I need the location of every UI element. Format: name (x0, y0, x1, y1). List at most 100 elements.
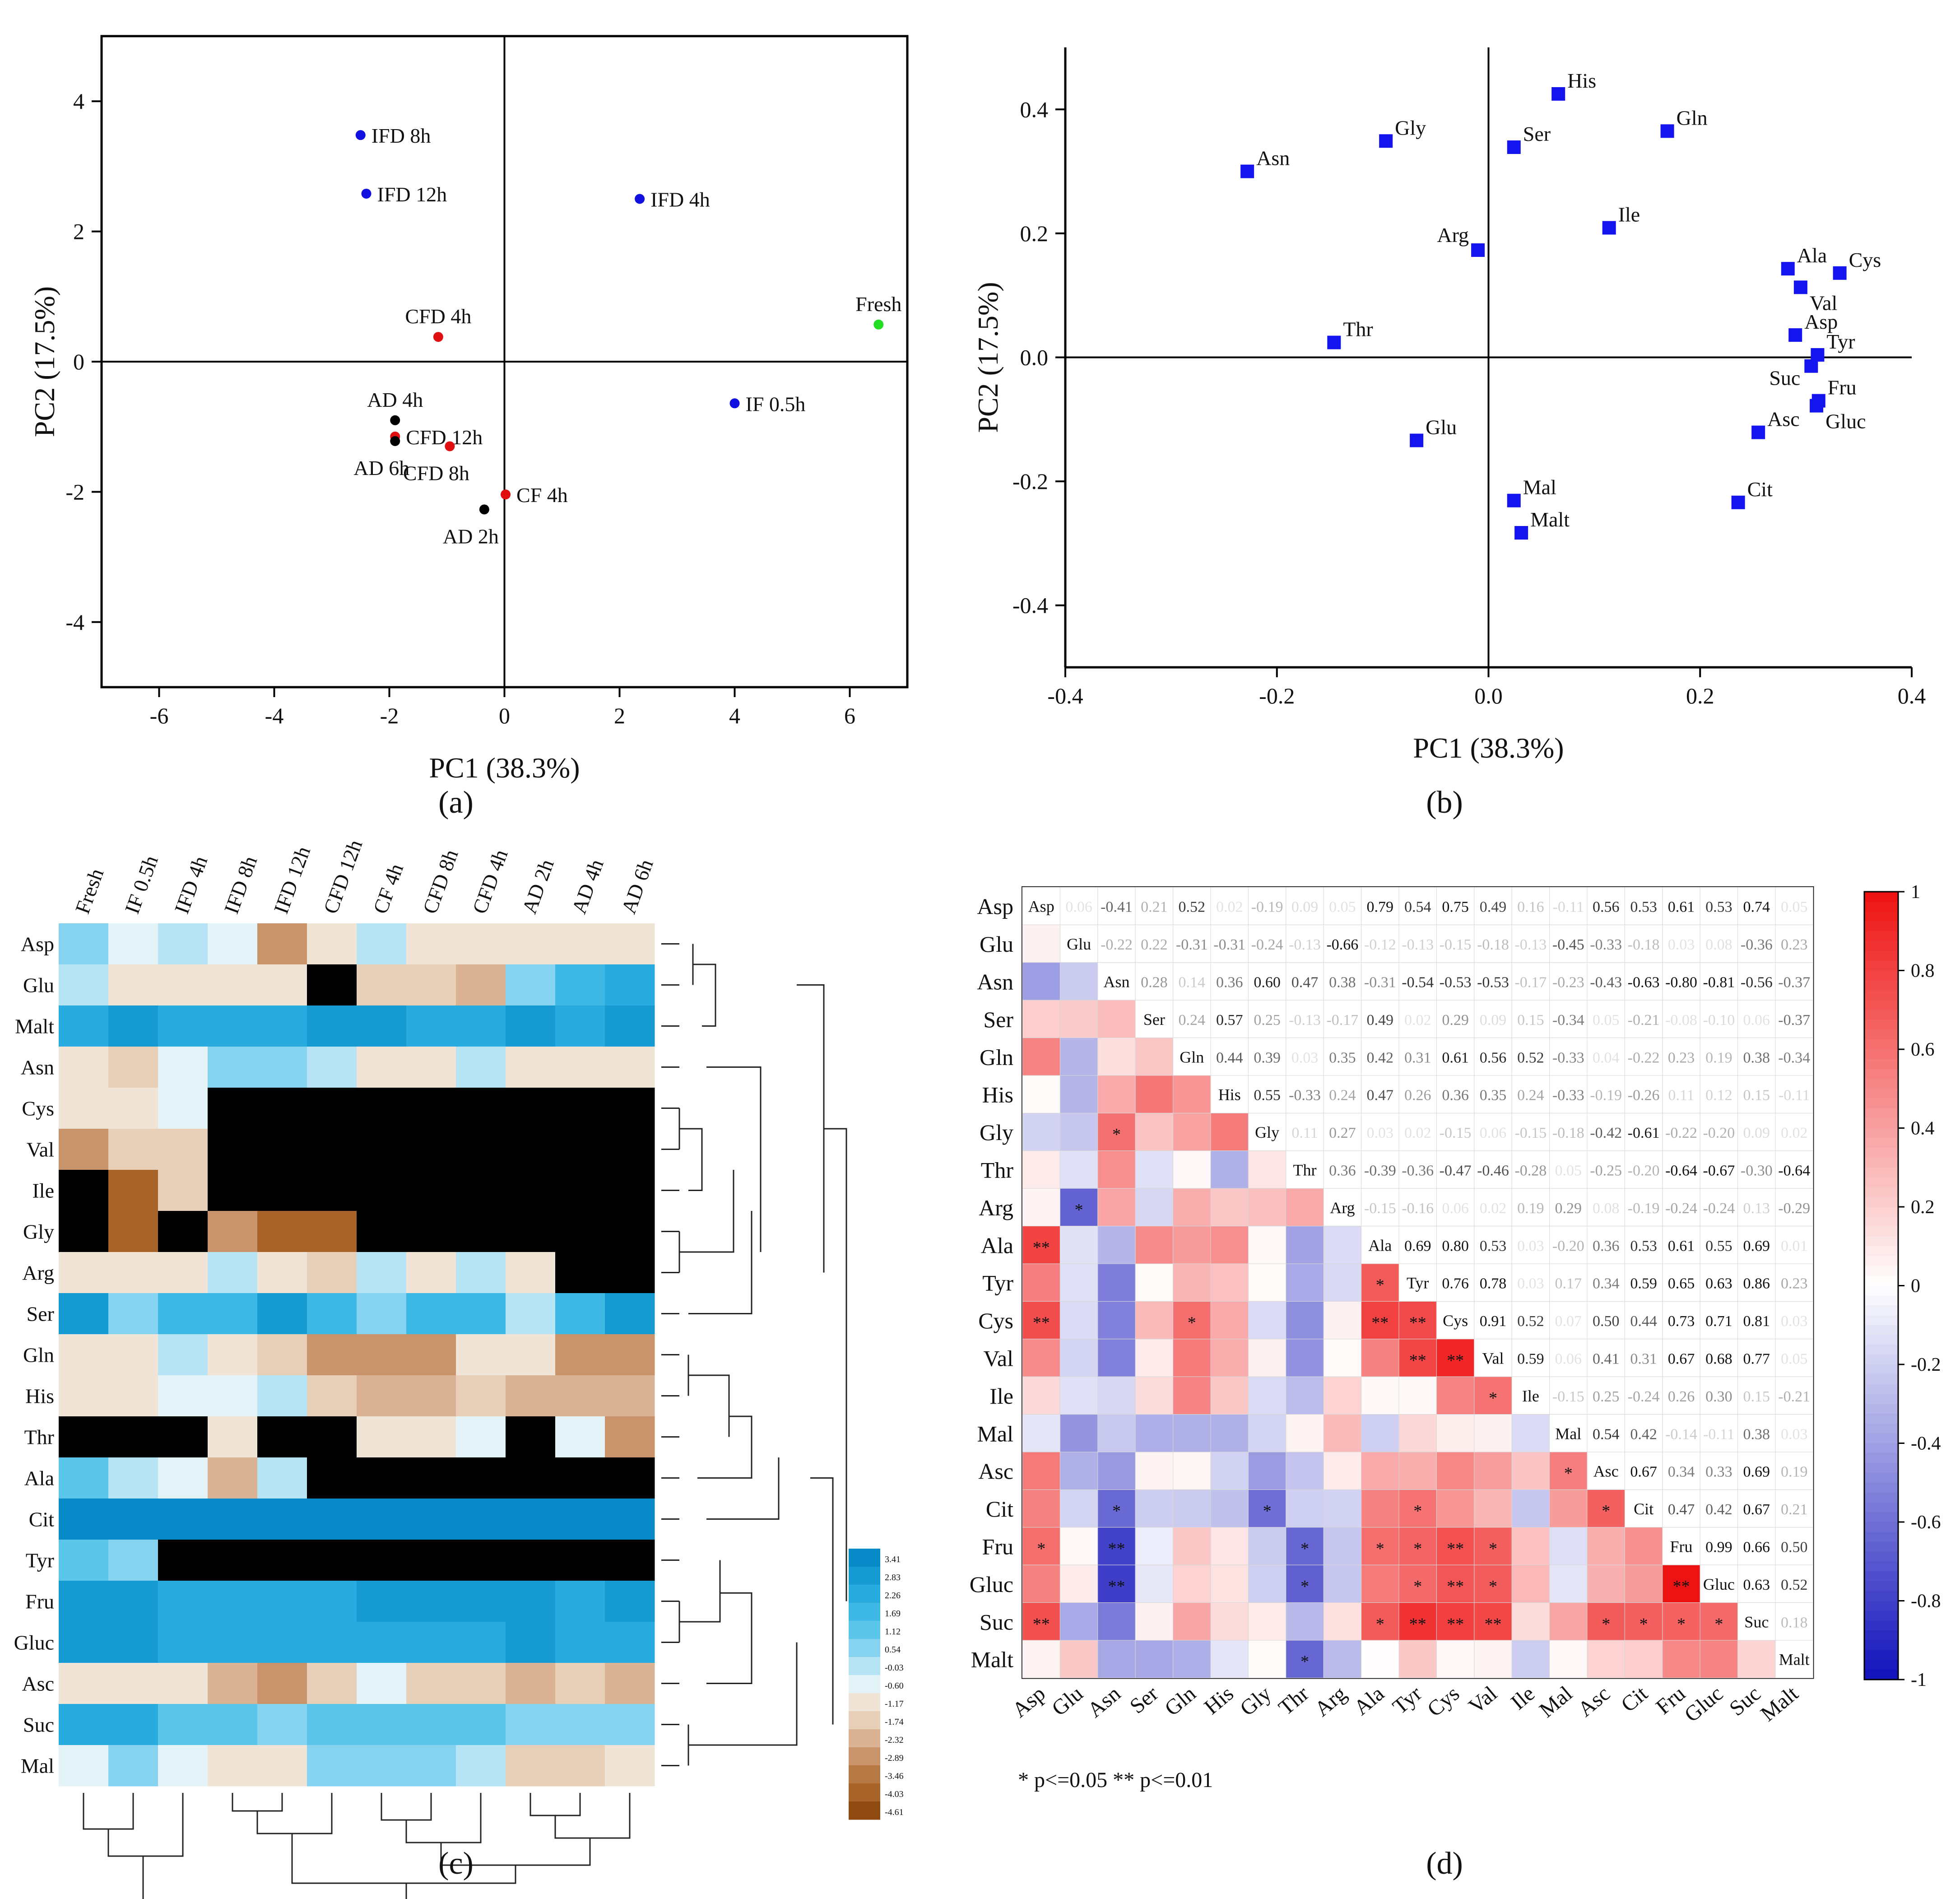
significance-mark: * (1188, 1313, 1196, 1332)
heatmap-cell (158, 1622, 208, 1663)
colorbar-segment (1864, 1285, 1898, 1296)
correlation-value-label: 0.79 (1367, 899, 1394, 916)
colorbar-segment (1864, 1335, 1898, 1345)
colorbar-segment (1864, 1069, 1898, 1080)
diagonal-label: Cys (1443, 1312, 1468, 1330)
correlation-cell (1173, 1150, 1211, 1189)
heatmap-cell (257, 1499, 307, 1540)
correlation-cell (1022, 1452, 1060, 1490)
diagonal-label: Suc (1744, 1613, 1769, 1631)
heatmap-cell (59, 1745, 109, 1787)
correlation-value-label: 0.61 (1442, 1049, 1469, 1066)
correlation-value-label: -0.36 (1741, 936, 1773, 953)
colorbar-segment (1864, 1226, 1898, 1237)
correlation-value-label: 0.76 (1442, 1275, 1469, 1292)
colorbar-segment (1864, 1275, 1898, 1286)
correlation-value-cell (1511, 1075, 1550, 1113)
correlation-value-cell (1700, 1564, 1738, 1603)
legend-swatch (849, 1567, 880, 1585)
correlation-value-label: 0.38 (1329, 974, 1356, 991)
heatmap-cell (307, 1745, 357, 1787)
colorbar-tick-label: 0.2 (1911, 1197, 1935, 1218)
correlation-cell (1286, 1640, 1324, 1678)
correlation-value-cell (1398, 1038, 1437, 1076)
correlation-value-cell (1700, 1038, 1738, 1076)
correlation-value-cell (1436, 1075, 1475, 1113)
colorbar-segment (1864, 1443, 1898, 1454)
correlation-value-label: 0.24 (1179, 1012, 1206, 1029)
correlation-value-cell (1624, 1301, 1663, 1340)
correlation-cell (1059, 1527, 1098, 1565)
heatmap-cell (59, 923, 109, 965)
colorbar-segment (1864, 1414, 1898, 1424)
diagonal-label: Thr (1293, 1161, 1317, 1179)
correlation-value-label: -0.22 (1665, 1125, 1697, 1141)
correlation-cell (1135, 1038, 1174, 1076)
correlation-value-label: 0.25 (1254, 1012, 1281, 1029)
correlation-cell (1248, 1602, 1287, 1641)
correlation-cell (1173, 1602, 1211, 1641)
significance-mark: * (1714, 1615, 1723, 1634)
column-dendrogram-branch (554, 1793, 631, 1839)
correlation-value-cell (1436, 1150, 1475, 1189)
correlation-value-cell (1587, 1188, 1625, 1227)
heatmap-cell (555, 1170, 605, 1211)
heatmap-cell (307, 923, 357, 965)
heatmap-row-label: Cit (29, 1508, 54, 1531)
correlation-cell (1286, 1263, 1324, 1302)
correlation-value-label: -0.11 (1703, 1426, 1735, 1443)
correlation-row-label: Arg (979, 1195, 1013, 1220)
heatmap-cell (506, 1540, 556, 1581)
correlation-value-label: 0.66 (1743, 1539, 1770, 1556)
significance-footnote: * p<=0.05 ** p<=0.01 (1018, 1768, 1213, 1792)
x-axis-label: PC1 (38.3%) (1413, 732, 1564, 764)
score-point-label: AD 6h (353, 456, 409, 479)
correlation-cell (1210, 1376, 1249, 1415)
correlation-value-cell (1511, 962, 1550, 1001)
correlation-value-cell (1398, 1000, 1437, 1038)
heatmap-cell (456, 1663, 506, 1704)
heatmap-cell (108, 1252, 158, 1294)
correlation-cell (1398, 1301, 1437, 1340)
correlation-cell (1286, 1339, 1324, 1377)
heatmap-cell (158, 1375, 208, 1417)
score-point-label: IFD 12h (377, 183, 447, 206)
correlation-value-label: 0.52 (1179, 899, 1206, 916)
heatmap-cell (506, 1211, 556, 1252)
score-point-label: IFD 4h (650, 188, 710, 211)
heatmap-cell (257, 1622, 307, 1663)
correlation-value-label: 0.53 (1480, 1238, 1507, 1254)
heatmap-cell (406, 1663, 456, 1704)
correlation-value-cell (1775, 1301, 1813, 1340)
colorbar-segment (1864, 1049, 1898, 1060)
diagonal-label: Arg (1330, 1199, 1355, 1217)
x-axis-label: PC1 (38.3%) (429, 752, 580, 784)
correlation-value-cell (1511, 1150, 1550, 1189)
correlation-value-label: 0.04 (1593, 1049, 1620, 1066)
colorbar-tick-label: -0.4 (1911, 1434, 1941, 1454)
correlation-value-cell (1700, 924, 1738, 963)
correlation-value-cell (1549, 1339, 1588, 1377)
correlation-cell (1059, 1414, 1098, 1452)
correlation-value-label: -0.43 (1590, 974, 1622, 991)
loading-label: Gln (1677, 106, 1708, 129)
heatmap-cell (158, 964, 208, 1006)
diagonal-label: Asp (1028, 898, 1054, 916)
correlation-value-label: 0.14 (1179, 974, 1206, 991)
correlation-value-label: 0.33 (1705, 1464, 1732, 1480)
legend-tick-label: -0.60 (885, 1681, 904, 1691)
heatmap-cell (605, 1581, 655, 1622)
correlation-value-label: 0.19 (1517, 1200, 1544, 1217)
correlation-value-cell (1624, 1000, 1663, 1038)
loading-marker (1731, 495, 1745, 509)
correlation-value-label: -0.22 (1628, 1049, 1660, 1066)
correlation-cell (1135, 1150, 1174, 1189)
correlation-value-label: -0.53 (1440, 974, 1472, 991)
correlation-value-cell (1286, 1000, 1324, 1038)
loading-marker (1240, 164, 1254, 178)
correlation-cell (1436, 1414, 1475, 1452)
colorbar-tick-label: -0.8 (1911, 1591, 1941, 1612)
correlation-cell (1210, 1263, 1249, 1302)
heatmap-column-label: CFD 8h (418, 847, 462, 917)
correlation-value-label: 0.24 (1329, 1087, 1356, 1104)
